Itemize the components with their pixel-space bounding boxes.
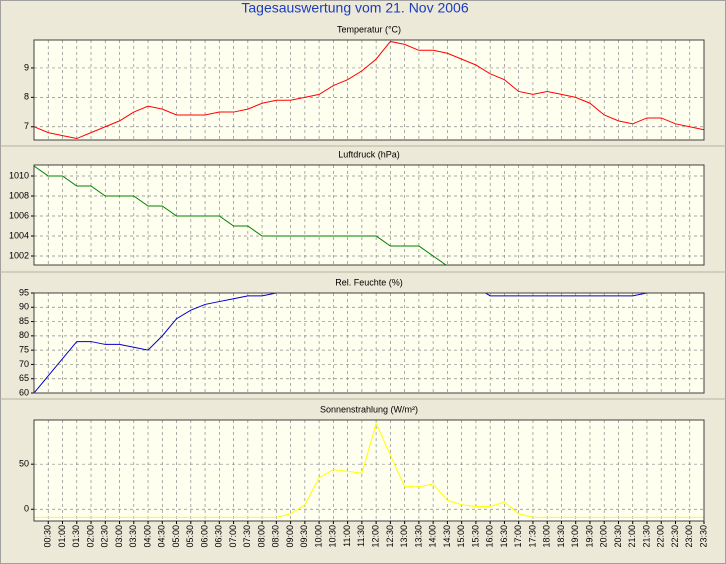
- line-series: [34, 165, 447, 265]
- x-tick-label: 10:00: [313, 525, 323, 548]
- x-tick-label: 13:30: [413, 525, 423, 548]
- x-tick-label: 11:30: [356, 525, 366, 547]
- x-tick-label: 18:30: [556, 525, 566, 548]
- x-tick-label: 07:00: [228, 525, 238, 548]
- chart-title: Rel. Feuchte (%): [335, 277, 403, 287]
- x-tick-label: 11:00: [342, 525, 352, 547]
- x-tick-label: 21:30: [641, 525, 651, 548]
- x-tick-label: 12:30: [385, 525, 395, 548]
- plot-border: [33, 39, 705, 141]
- x-tick-label: 04:30: [157, 525, 167, 548]
- y-tick-label: 90: [19, 302, 29, 312]
- x-tick-label: 20:30: [613, 525, 623, 548]
- x-tick-label: 14:00: [428, 525, 438, 548]
- x-tick-label: 21:00: [627, 525, 637, 548]
- plot-border: [33, 419, 705, 522]
- x-tick-label: 05:30: [185, 525, 195, 548]
- chart-title: Temperatur (°C): [337, 24, 401, 34]
- x-tick-label: 23:30: [698, 525, 708, 548]
- x-tick-label: 19:30: [584, 525, 594, 548]
- y-tick-label: 65: [19, 373, 29, 383]
- x-tick-label: 23:00: [684, 525, 694, 548]
- x-tick-label: 16:00: [485, 525, 495, 548]
- y-tick-label: 1010: [9, 170, 29, 180]
- y-tick-label: 60: [19, 387, 29, 397]
- x-tick-label: 22:30: [670, 525, 680, 548]
- x-tick-label: 22:00: [656, 525, 666, 548]
- line-series: [34, 422, 704, 518]
- plot-area: [34, 420, 704, 521]
- y-tick-label: 1006: [9, 210, 29, 220]
- y-tick-label: 50: [19, 459, 29, 469]
- x-tick-label: 03:30: [128, 525, 138, 548]
- plot-area: [34, 165, 704, 265]
- x-tick-label: 08:30: [271, 525, 281, 548]
- y-tick-label: 0: [24, 504, 29, 514]
- x-tick-label: 06:00: [199, 525, 209, 548]
- x-tick-label: 20:00: [599, 525, 609, 548]
- y-tick-label: 1002: [9, 250, 29, 260]
- x-tick-label: 00:30: [43, 525, 53, 548]
- x-tick-label: 14:30: [442, 525, 452, 548]
- line-series: [34, 40, 704, 140]
- x-tick-label: 17:30: [527, 525, 537, 548]
- y-tick-label: 1004: [9, 230, 29, 240]
- plot-border: [33, 292, 705, 394]
- page-title: Tagesauswertung vom 21. Nov 2006: [241, 0, 468, 16]
- x-tick-label: 09:30: [299, 525, 309, 548]
- chart-title: Luftdruck (hPa): [338, 149, 400, 159]
- x-tick-label: 06:30: [214, 525, 224, 548]
- x-tick-label: 08:00: [256, 525, 266, 548]
- x-tick-label: 19:00: [570, 525, 580, 548]
- x-tick-label: 02:00: [85, 525, 95, 548]
- plot-area: [34, 293, 704, 393]
- x-tick-label: 18:00: [542, 525, 552, 548]
- x-tick-label: 05:00: [171, 525, 181, 548]
- y-tick-label: 7: [24, 121, 29, 131]
- y-tick-label: 80: [19, 330, 29, 340]
- x-tick-label: 04:00: [142, 525, 152, 548]
- x-tick-label: 01:00: [57, 525, 67, 548]
- x-tick-label: 07:30: [242, 525, 252, 548]
- x-tick-label: 16:30: [499, 525, 509, 548]
- line-series: [34, 293, 649, 393]
- y-tick-label: 1008: [9, 190, 29, 200]
- x-tick-label: 15:30: [470, 525, 480, 548]
- x-tick-label: 15:00: [456, 525, 466, 548]
- x-tick-label: 10:30: [328, 525, 338, 548]
- y-tick-label: 75: [19, 345, 29, 355]
- y-tick-label: 9: [24, 62, 29, 72]
- x-tick-label: 09:00: [285, 525, 295, 548]
- x-tick-label: 17:00: [513, 525, 523, 548]
- y-tick-label: 70: [19, 359, 29, 369]
- x-tick-label: 13:00: [399, 525, 409, 548]
- y-tick-label: 95: [19, 287, 29, 297]
- y-tick-label: 85: [19, 316, 29, 326]
- x-tick-label: 03:00: [114, 525, 124, 548]
- plot-area: [34, 40, 704, 140]
- x-tick-label: 12:00: [371, 525, 381, 548]
- plot-border: [33, 164, 705, 266]
- chart-title: Sonnenstrahlung (W/m²): [320, 404, 418, 414]
- y-tick-label: 8: [24, 92, 29, 102]
- x-tick-label: 01:30: [71, 525, 81, 548]
- x-tick-label: 02:30: [100, 525, 110, 548]
